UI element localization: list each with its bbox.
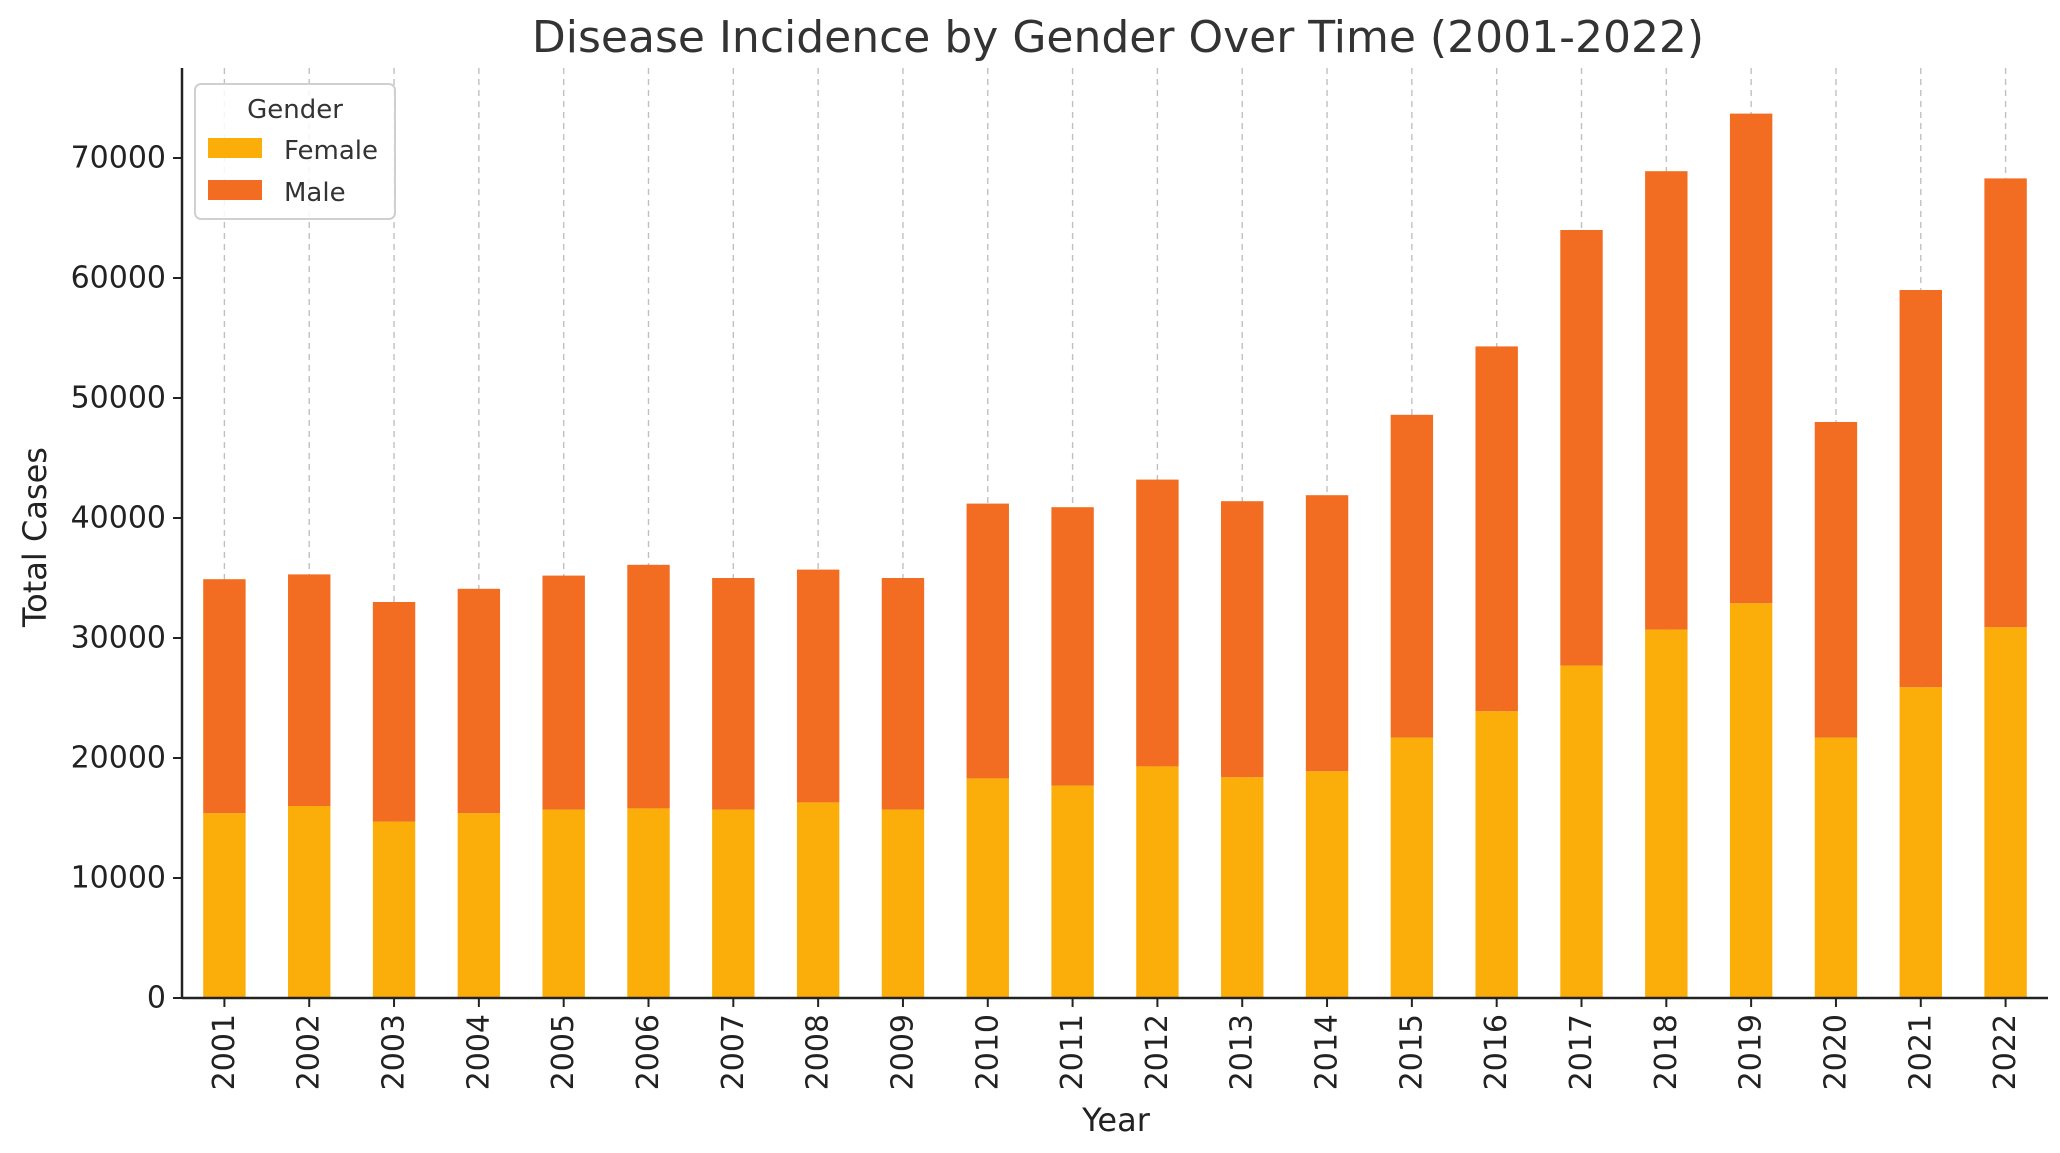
bar-male-2007 xyxy=(712,578,755,810)
x-tick-label: 2016 xyxy=(1479,1014,1514,1090)
bar-male-2011 xyxy=(1051,507,1094,786)
bar-female-2014 xyxy=(1305,771,1349,998)
bar-female-2020 xyxy=(1814,737,1858,998)
bar-male-2019 xyxy=(1729,113,1773,604)
chart-title: Disease Incidence by Gender Over Time (2… xyxy=(532,12,1704,63)
bar-female-2012 xyxy=(1136,766,1179,998)
bar-female-2016 xyxy=(1475,711,1518,998)
bar-male-2018 xyxy=(1645,171,1688,630)
bar-male-2008 xyxy=(796,569,840,803)
x-tick-label: 2008 xyxy=(801,1014,836,1090)
bar-female-2022 xyxy=(1984,627,2027,998)
bar-female-2003 xyxy=(372,821,416,998)
bars-layer xyxy=(203,113,2027,998)
bar-female-2015 xyxy=(1390,737,1434,998)
y-tick-label: 50000 xyxy=(71,381,166,416)
y-tick-label: 0 xyxy=(147,981,166,1016)
x-tick-label: 2005 xyxy=(546,1014,581,1090)
x-axis-label: Year xyxy=(1081,1101,1151,1139)
x-tick-label: 2009 xyxy=(885,1014,920,1090)
bar-male-2022 xyxy=(1984,178,2027,628)
bar-male-2016 xyxy=(1475,346,1518,712)
bar-male-2001 xyxy=(203,579,246,814)
x-tick-label: 2022 xyxy=(1988,1014,2023,1090)
y-tick-label: 70000 xyxy=(71,141,166,176)
x-tick-label: 2013 xyxy=(1225,1014,1260,1090)
bar-female-2021 xyxy=(1899,687,1942,998)
bar-male-2015 xyxy=(1390,414,1434,738)
bar-female-2008 xyxy=(796,802,840,998)
bar-male-2014 xyxy=(1305,495,1349,772)
x-tick-label: 2017 xyxy=(1564,1014,1599,1090)
bar-female-2010 xyxy=(966,778,1009,998)
bar-male-2002 xyxy=(288,574,331,806)
y-tick-label: 20000 xyxy=(71,741,166,776)
axes-layer xyxy=(180,68,2048,1000)
x-tick-label: 2015 xyxy=(1394,1014,1429,1090)
bar-female-2002 xyxy=(288,806,331,998)
x-tick-label: 2006 xyxy=(631,1014,666,1090)
x-tick-label: 2001 xyxy=(207,1014,242,1090)
bar-female-2007 xyxy=(712,809,755,998)
x-tick-label: 2021 xyxy=(1903,1014,1938,1090)
bar-female-2011 xyxy=(1051,785,1094,998)
bar-female-2006 xyxy=(627,808,670,998)
bar-male-2017 xyxy=(1560,230,1603,666)
x-tick-label: 2002 xyxy=(292,1014,327,1090)
bar-male-2012 xyxy=(1136,479,1179,767)
x-tick-label: 2020 xyxy=(1818,1014,1853,1090)
bar-female-2018 xyxy=(1645,629,1688,998)
x-tick-label: 2010 xyxy=(970,1014,1005,1090)
legend: Gender Female Male xyxy=(194,83,396,220)
bar-female-2019 xyxy=(1729,603,1773,998)
bar-female-2009 xyxy=(881,809,925,998)
legend-label-male: Male xyxy=(284,178,346,208)
x-tick-label: 2007 xyxy=(716,1014,751,1090)
x-tick-label: 2004 xyxy=(461,1014,496,1090)
y-tick-label: 10000 xyxy=(71,861,166,896)
bar-male-2009 xyxy=(881,578,925,810)
x-tick-label: 2019 xyxy=(1734,1014,1769,1090)
bar-female-2005 xyxy=(542,809,585,998)
bar-female-2004 xyxy=(457,813,501,998)
legend-swatch-female xyxy=(208,138,262,158)
y-ticks: 0 10000 20000 30000 40000 50000 60000 70000 xyxy=(71,141,182,1016)
bar-male-2020 xyxy=(1814,422,1858,738)
legend-label-female: Female xyxy=(284,136,378,166)
y-axis-label: Total Cases xyxy=(16,447,54,628)
x-tick-label: 2003 xyxy=(377,1014,412,1090)
bar-male-2006 xyxy=(627,564,670,809)
y-tick-label: 30000 xyxy=(71,621,166,656)
x-tick-label: 2012 xyxy=(1140,1014,1175,1090)
bar-male-2013 xyxy=(1221,501,1264,778)
legend-swatch-male xyxy=(208,180,262,200)
bar-male-2004 xyxy=(457,588,501,814)
x-ticks: 2001 2002 2003 2004 2005 2006 2007 2008 2009 2010… xyxy=(207,998,2023,1090)
x-tick-label: 2018 xyxy=(1649,1014,1684,1090)
bar-male-2021 xyxy=(1899,290,1942,688)
bar-male-2005 xyxy=(542,575,585,810)
legend-title: Gender xyxy=(247,95,343,125)
y-tick-label: 60000 xyxy=(71,261,166,296)
bar-female-2017 xyxy=(1560,665,1603,998)
bar-male-2010 xyxy=(966,503,1009,779)
x-tick-label: 2014 xyxy=(1310,1014,1345,1090)
bar-male-2003 xyxy=(372,602,416,822)
x-tick-label: 2011 xyxy=(1055,1014,1090,1090)
y-tick-label: 40000 xyxy=(71,501,166,536)
bar-female-2001 xyxy=(203,813,246,998)
bar-female-2013 xyxy=(1221,777,1264,998)
